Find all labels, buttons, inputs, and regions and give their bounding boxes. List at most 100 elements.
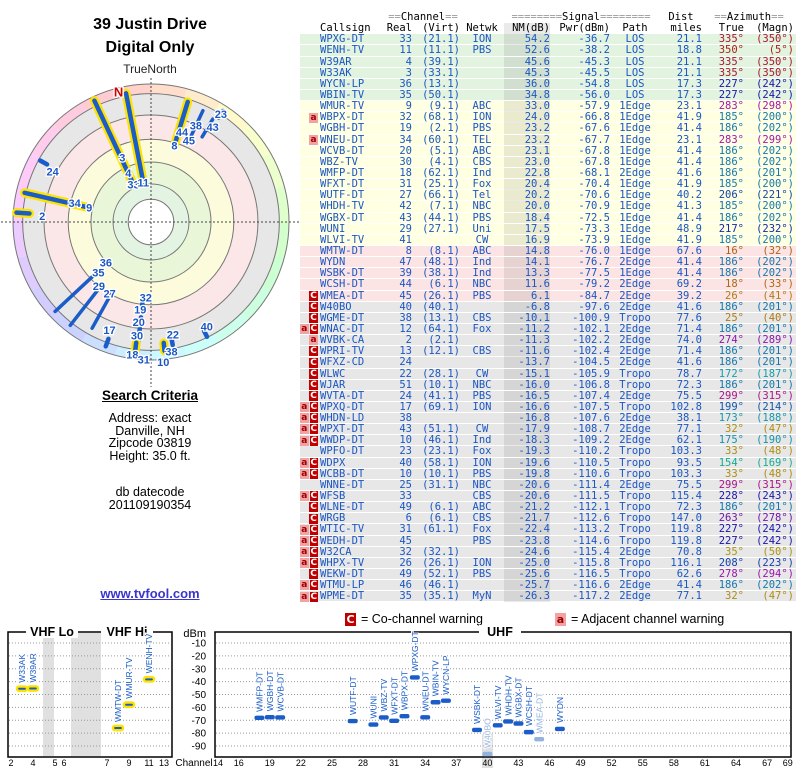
- azimuth-magn-cell: (201°): [756, 322, 794, 335]
- table-row: C WPRI-TV 13 (12.1) CBS -11.6 -102.4 2Edge 71.4 1…: [300, 345, 796, 358]
- dist-miles-cell: 77.1: [676, 423, 702, 436]
- callsign-cell[interactable]: WHPX-TV: [320, 556, 365, 569]
- path-cell: 1Edge: [619, 111, 651, 124]
- nm-db-cell: -25.7: [504, 580, 550, 591]
- path-cell: 2Edge: [619, 423, 651, 436]
- callsign-cell[interactable]: W33AK: [320, 66, 352, 79]
- network-cell: NBC: [472, 278, 492, 291]
- callsign-cell[interactable]: WBZ-TV: [320, 155, 358, 168]
- pwr-dbm-cell: -38.2: [578, 44, 610, 57]
- cochannel-warning-icon: C: [309, 569, 318, 580]
- station-label: WUTF-DT: [348, 676, 358, 715]
- callsign-cell[interactable]: WDPX: [320, 456, 346, 469]
- callsign-cell[interactable]: WEKW-DT: [320, 568, 365, 581]
- callsign-cell[interactable]: WCBB-DT: [320, 467, 365, 480]
- callsign-cell[interactable]: WMFP-DT: [320, 166, 365, 179]
- azimuth-true-cell: 186°: [718, 322, 744, 335]
- azimuth-magn-cell: (40°): [762, 311, 794, 324]
- nm-db-cell: 20.0: [504, 201, 550, 212]
- table-group-header: ==Channel== ========Signal======== Dist ==A…: [300, 12, 796, 23]
- station-marker: [389, 718, 400, 723]
- callsign-cell[interactable]: WFXT-DT: [320, 178, 365, 191]
- callsign-cell[interactable]: WGBH-DT: [320, 122, 365, 135]
- callsign-cell[interactable]: WLVI-TV: [320, 233, 365, 246]
- callsign-cell[interactable]: W40BO: [320, 300, 352, 313]
- callsign-cell[interactable]: WBPX-DT: [320, 111, 365, 124]
- callsign-cell[interactable]: WMEA-DT: [320, 289, 365, 302]
- callsign-cell[interactable]: WCSH-DT: [320, 278, 365, 291]
- radar-signal-line: [92, 98, 135, 185]
- nm-db-cell: -16.0: [504, 380, 550, 391]
- table-row: WCSH-DT 44 (6.1) NBC 11.6 -79.2 2Edge 69.2 18° (3…: [300, 278, 796, 291]
- azimuth-true-cell: 25°: [725, 311, 744, 324]
- callsign-cell[interactable]: WHDH-TV: [320, 200, 365, 213]
- callsign-cell[interactable]: WRGB: [320, 512, 346, 525]
- callsign-cell[interactable]: WNAC-DT: [320, 322, 365, 335]
- callsign-cell[interactable]: WPXT-DT: [320, 423, 365, 436]
- azimuth-true-cell: 283°: [718, 133, 744, 146]
- callsign-cell[interactable]: W32CA: [320, 545, 352, 558]
- callsign-cell[interactable]: WHDN-LD: [320, 412, 365, 425]
- callsign-cell[interactable]: WUNI: [320, 222, 346, 235]
- network-cell: PBS: [472, 389, 492, 402]
- callsign-cell[interactable]: WYCN-LP: [320, 77, 365, 90]
- radar-signal-line: [216, 108, 226, 120]
- callsign-cell[interactable]: WEDH-DT: [320, 534, 365, 547]
- callsign-cell[interactable]: WFXZ-CD: [320, 356, 365, 369]
- callsign-cell[interactable]: WGBX-DT: [320, 211, 365, 224]
- callsign-cell[interactable]: WVBK-CA: [320, 334, 365, 347]
- radar-channel-label: 23: [215, 109, 227, 121]
- callsign-cell[interactable]: WCVB-DT: [320, 144, 365, 157]
- callsign-cell[interactable]: WTMU-LP: [320, 579, 365, 592]
- x-axis-tick-label: 19: [265, 758, 275, 768]
- callsign-cell[interactable]: WFSB: [320, 490, 346, 503]
- pwr-dbm-cell: -107.6: [572, 412, 610, 425]
- callsign-cell[interactable]: WMUR-TV: [320, 100, 365, 113]
- callsign-cell[interactable]: WLWC: [320, 367, 346, 380]
- callsign-cell[interactable]: WNEU-DT: [320, 133, 365, 146]
- callsign-cell[interactable]: WPXQ-DT: [320, 400, 365, 413]
- callsign-cell[interactable]: WTIC-TV: [320, 523, 365, 536]
- pwr-dbm-cell: -116.5: [572, 568, 610, 581]
- callsign-cell[interactable]: WPXG-DT: [320, 33, 365, 46]
- callsign-cell[interactable]: WPRI-TV: [320, 345, 365, 358]
- pwr-dbm-cell: -76.7: [578, 256, 610, 269]
- callsign-cell[interactable]: WLNE-DT: [320, 501, 365, 514]
- callsign-cell[interactable]: WYDN: [320, 256, 346, 269]
- y-axis-tick-label: -10: [192, 639, 207, 650]
- callsign-cell[interactable]: WSBK-DT: [320, 267, 365, 280]
- x-axis-tick-label: 58: [669, 758, 679, 768]
- network-cell: NBC: [472, 478, 492, 491]
- callsign-cell[interactable]: WWDP-DT: [320, 434, 365, 447]
- callsign-cell[interactable]: WJAR: [320, 378, 346, 391]
- callsign-cell[interactable]: WPME-DT: [320, 590, 365, 603]
- radar-signal-line: [22, 190, 89, 210]
- path-cell: Tropo: [619, 400, 651, 413]
- azimuth-magn-cell: (200°): [756, 200, 794, 213]
- pwr-dbm-cell: -102.4: [572, 345, 610, 358]
- callsign-cell[interactable]: W39AR: [320, 55, 352, 68]
- db-datecode-label: db datecode: [115, 485, 185, 499]
- callsign-cell[interactable]: WPFO-DT: [320, 445, 365, 458]
- tvfool-link[interactable]: www.tvfool.com: [100, 586, 200, 601]
- x-axis-label: Channel: [175, 758, 212, 768]
- virtual-channel-cell: (62.1): [422, 166, 460, 179]
- pwr-dbm-cell: -106.8: [572, 378, 610, 391]
- callsign-cell[interactable]: WMTW-DT: [320, 244, 365, 257]
- pwr-dbm-cell: -110.6: [572, 467, 610, 480]
- callsign-cell[interactable]: WBIN-TV: [320, 88, 365, 101]
- network-cell: CBS: [472, 490, 492, 503]
- azimuth-true-cell: 33°: [725, 467, 744, 480]
- virtual-channel-cell: (69.1): [422, 400, 460, 413]
- station-label: WNEU-DT: [420, 671, 430, 711]
- callsign-cell[interactable]: WUTF-DT: [320, 189, 365, 202]
- callsign-cell[interactable]: WNNE-DT: [320, 478, 365, 491]
- callsign-cell[interactable]: WVTA-DT: [320, 389, 365, 402]
- callsign-cell[interactable]: WGME-DT: [320, 311, 365, 324]
- radar-signal-line: [200, 117, 215, 139]
- nm-db-cell: -20.6: [504, 491, 550, 502]
- azimuth-true-cell: 186°: [718, 144, 744, 157]
- panel-title: UHF: [487, 625, 513, 639]
- callsign-cell[interactable]: WENH-TV: [320, 44, 365, 57]
- virtual-channel-cell: (48.1): [422, 256, 460, 269]
